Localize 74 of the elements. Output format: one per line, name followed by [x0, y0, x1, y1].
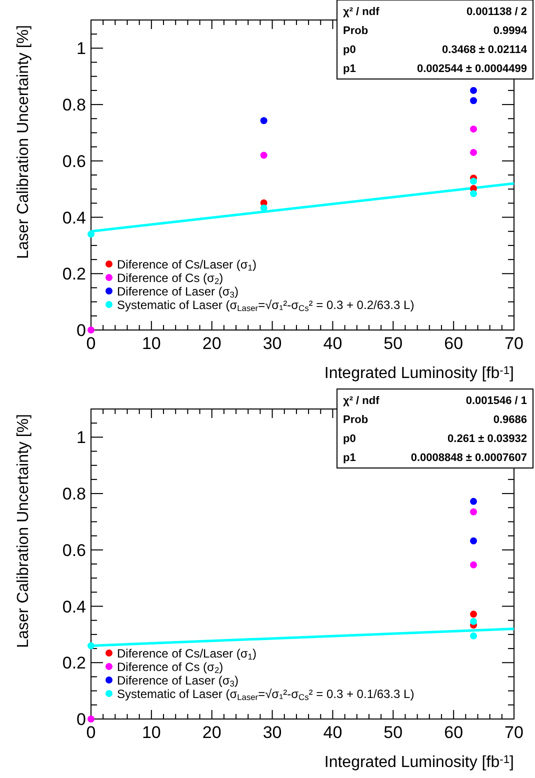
y-tick-label: 0.6 — [62, 540, 86, 560]
point — [470, 126, 478, 133]
point — [470, 537, 478, 544]
point — [470, 498, 478, 505]
x-tick-label: 30 — [262, 723, 282, 742]
y-tick-label: 0.4 — [62, 208, 86, 228]
legend-label: Diference of Laser (σ$_{3}$) — [117, 284, 238, 300]
point — [470, 561, 478, 568]
annotation: 0.002544 ± 0.0004499 — [416, 63, 527, 75]
y-tick-label: 0.8 — [62, 96, 86, 115]
x-tick-label: 60 — [444, 334, 464, 353]
point — [88, 642, 94, 650]
x-tick-label: 20 — [202, 723, 222, 742]
point — [470, 148, 478, 156]
point — [470, 618, 478, 625]
legend-label: Systematic of Laser (σ$_{Laser}$=√σ₁²-σ$_{Cs}$² = 0.3 + 0.1/63.3 L) — [117, 687, 414, 702]
annotation: 0.0008848 ± 0.0007607 — [410, 452, 527, 464]
y-tick-label: 0.2 — [62, 654, 86, 673]
point — [470, 97, 478, 104]
x-tick-label: 70 — [504, 334, 524, 353]
point — [260, 152, 268, 159]
annotation: p0 — [343, 433, 356, 445]
x-tick-label: 50 — [384, 723, 403, 742]
x-tick-label: 70 — [504, 723, 524, 742]
text: 0.001138 / 2 — [466, 6, 527, 18]
annotation: 0.9686 — [493, 414, 527, 426]
annotation: p1 — [343, 452, 356, 464]
annotation: 0.261 ± 0.03932 — [448, 433, 527, 445]
y-axis-title: Laser Calibration Uncertainty [%] — [15, 25, 32, 259]
annotation: 0.3468 ± 0.02114 — [442, 44, 528, 56]
y-tick-label: 0.2 — [62, 264, 86, 284]
point — [470, 508, 478, 516]
y-tick-label: 0.6 — [62, 152, 86, 171]
y-tick-label: 1 — [76, 39, 86, 58]
legend-label: Diference of Cs (σ$_{2}$) — [117, 660, 224, 675]
legend-label: Diference of Cs (σ$_{2}$) — [117, 271, 224, 286]
point — [470, 86, 478, 94]
point — [88, 230, 94, 238]
point — [88, 326, 94, 334]
x-tick-label: 20 — [202, 334, 222, 353]
point — [260, 204, 268, 212]
x-tick-label: 50 — [384, 334, 403, 353]
annotation: Prob — [343, 414, 368, 426]
legend-label: Systematic of Laser (σ$_{Laser}$=√σ₁²-σ$_{Cs}$² = 0.3 + 0.2/63.3 L) — [117, 298, 414, 313]
y-tick-label: 0.4 — [62, 597, 86, 616]
text: χ² / ndf — [343, 395, 380, 407]
annotation: p1 — [343, 63, 356, 75]
annotation: p0 — [343, 44, 356, 56]
y-tick-label: 0 — [76, 710, 86, 729]
x-axis-title: Integrated Luminosity [fb$^{-1}$] — [324, 754, 514, 771]
x-tick-label: 40 — [323, 334, 342, 353]
point — [470, 178, 478, 185]
legend-label: Diference of Cs/Laser (σ$_{1}$) — [117, 258, 256, 272]
text: χ² / ndf — [343, 6, 380, 18]
y-tick-label: 0.8 — [62, 484, 86, 504]
point — [470, 632, 478, 640]
point — [470, 190, 478, 198]
legend-label: Diference of Laser (σ$_{3}$) — [117, 674, 238, 688]
point — [88, 716, 94, 722]
point — [470, 610, 478, 618]
x-tick-label: 60 — [444, 723, 464, 742]
x-tick-label: 30 — [262, 334, 282, 353]
y-axis-title: Laser Calibration Uncertainty [%] — [15, 414, 32, 648]
y-tick-label: 0 — [76, 321, 86, 340]
legend-label: Diference of Cs/Laser (σ$_{1}$) — [117, 646, 256, 662]
x-tick-label: 10 — [142, 334, 161, 353]
text: 0.001546 / 1 — [466, 395, 527, 407]
x-tick-label: 10 — [142, 723, 161, 742]
x-tick-label: 40 — [323, 723, 342, 742]
point — [260, 117, 268, 124]
x-axis-title: Integrated Luminosity [fb$^{-1}$] — [324, 364, 514, 382]
annotation: Prob — [343, 25, 368, 37]
annotation: 0.9994 — [493, 25, 528, 37]
y-tick-label: 1 — [76, 428, 86, 448]
